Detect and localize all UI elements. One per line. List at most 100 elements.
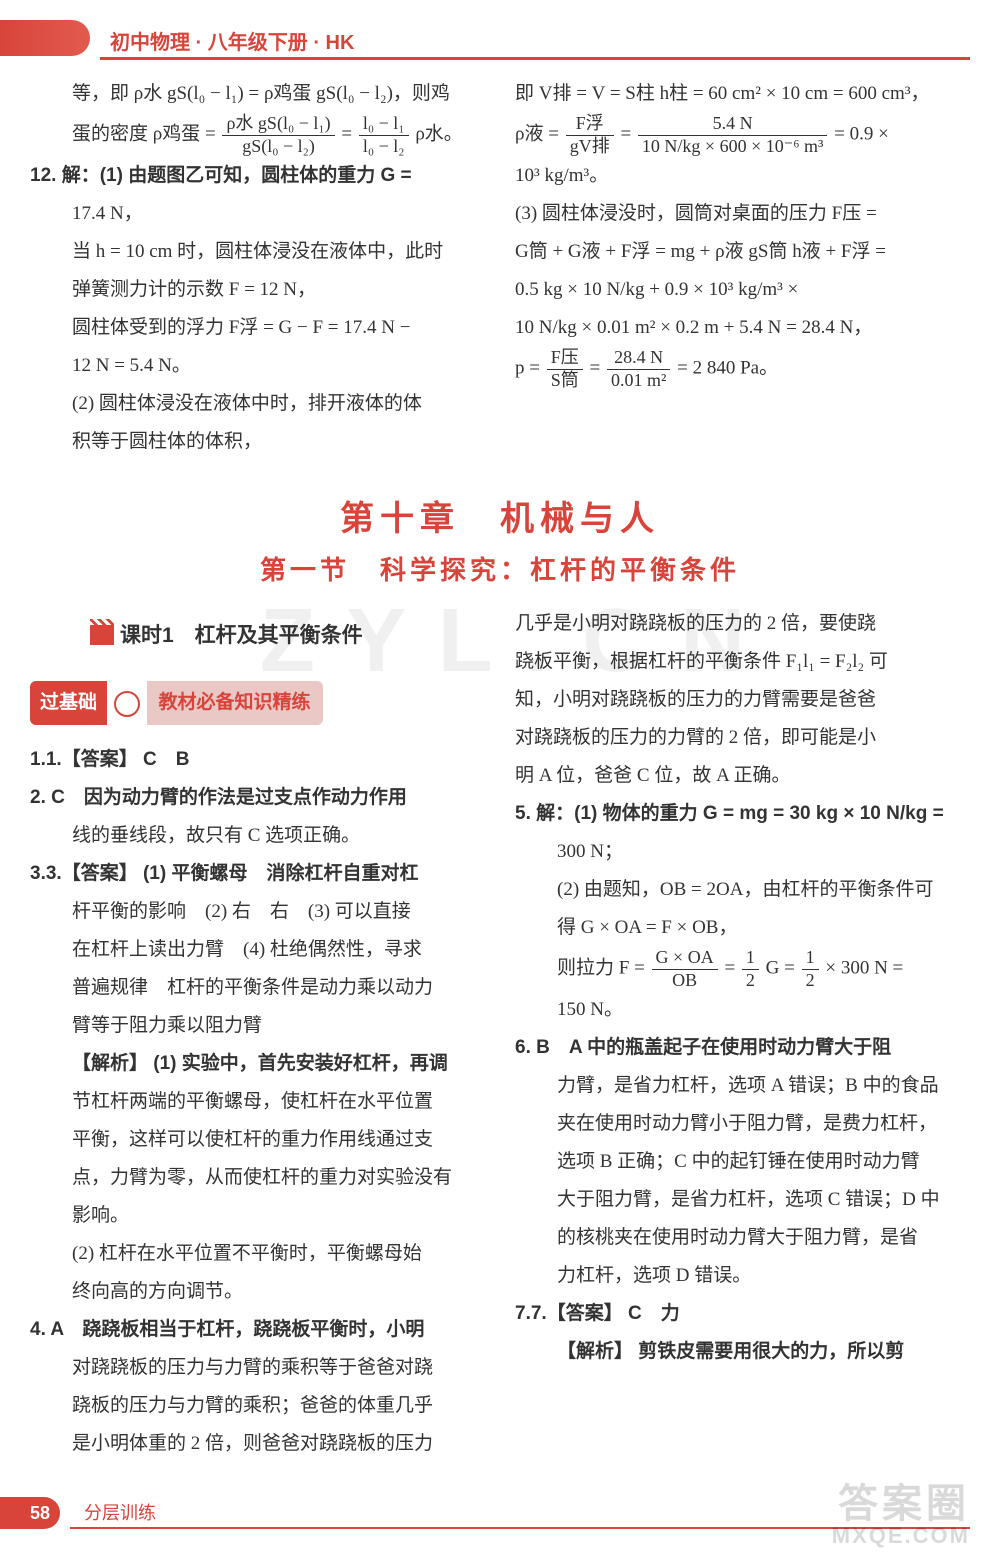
- lesson-label: 课时1 杠杆及其平衡条件: [120, 624, 363, 647]
- chapter-title: 第十章 机械与人: [30, 491, 970, 540]
- text-line: 弹簧测力计的示数 F = 12 N，: [72, 271, 485, 309]
- text: 则拉力 F =: [557, 958, 650, 979]
- page: 初中物理 · 八年级下册 · HK 等，即 ρ水 gS(l₀ − l₁) = ρ…: [0, 0, 1000, 1559]
- text-line: 等，即 ρ水 gS(l₀ − l₁) = ρ鸡蛋 gS(l₀ − l₂)，则鸡: [72, 75, 485, 113]
- text: = 0.9 ×: [834, 123, 889, 144]
- lower-left-col: 课时1 杠杆及其平衡条件 过基础 教材必备知识精练 1.1.【答案】 C B 2…: [30, 605, 485, 1463]
- numer: ρ水 gS(l₀ − l₁): [222, 113, 334, 136]
- fraction: ρ水 gS(l₀ − l₁)gS(l₀ − l₂): [222, 113, 334, 157]
- text-line: 臂等于阻力乘以阻力臂: [72, 1007, 485, 1045]
- numer: 5.4 N: [638, 113, 827, 136]
- text-line: 0.5 kg × 10 N/kg + 0.9 × 10³ kg/m³ ×: [515, 271, 970, 309]
- corner-logo: 答案圈: [838, 1471, 970, 1529]
- lesson-title: 课时1 杠杆及其平衡条件: [90, 615, 485, 657]
- fraction: 5.4 N10 N/kg × 600 × 10⁻⁶ m³: [638, 113, 827, 157]
- numer: 28.4 N: [607, 347, 670, 370]
- numer: 1: [802, 947, 819, 970]
- text-line: 明 A 位，爸爸 C 位，故 A 正确。: [515, 757, 970, 795]
- practice-label-1: 过基础: [30, 681, 107, 725]
- lower-columns: 课时1 杠杆及其平衡条件 过基础 教材必备知识精练 1.1.【答案】 C B 2…: [30, 605, 970, 1463]
- text-line: 几乎是小明对跷跷板的压力的 2 倍，要使跷: [515, 605, 970, 643]
- fraction: F压S筒: [547, 347, 583, 391]
- fraction: F浮gV排: [566, 113, 614, 157]
- text-line: 12 N = 5.4 N。: [72, 347, 485, 385]
- q-num: 3.: [30, 863, 46, 884]
- text: = 2 840 Pa。: [677, 358, 778, 379]
- denom: gS(l₀ − l₂): [222, 136, 334, 158]
- text-line: G筒 + G液 + F浮 = mg + ρ液 gS筒 h液 + F浮 =: [515, 233, 970, 271]
- ans-label: 3.【答案】 (1) 平衡螺母 消除杠杆自重对杠: [46, 863, 419, 884]
- text-line: 则拉力 F = G × OAOB = 12 G = 12 × 300 N =: [557, 947, 970, 991]
- text-line: 7.7.【答案】 C 力: [515, 1295, 970, 1333]
- ans-label: 【解析】 (1) 实验中，首先安装好杠杆，再调: [72, 1053, 448, 1074]
- text-line: 对跷跷板的压力与力臂的乘积等于爸爸对跷: [72, 1349, 485, 1387]
- ans-label: 7.【答案】 C 力: [531, 1303, 680, 1324]
- text: G =: [766, 958, 800, 979]
- text-line: 2. C 因为动力臂的作法是过支点作动力作用: [30, 779, 485, 817]
- text-line: 杆平衡的影响 (2) 右 右 (3) 可以直接: [72, 893, 485, 931]
- upper-left-col: 等，即 ρ水 gS(l₀ − l₁) = ρ鸡蛋 gS(l₀ − l₂)，则鸡 …: [30, 75, 485, 461]
- q-num: 5. 解：(1) 物体的重力 G = mg = 30 kg × 10 N/kg …: [515, 803, 944, 824]
- text-line: 跷板的压力与力臂的乘积；爸爸的体重几乎: [72, 1387, 485, 1425]
- text-line: 300 N；: [557, 833, 970, 871]
- text-line: 4. A 跷跷板相当于杠杆，跷跷板平衡时，小明: [30, 1311, 485, 1349]
- text-line: 150 N。: [557, 991, 970, 1029]
- text-line: 夹在使用时动力臂小于阻力臂，是费力杠杆，: [557, 1105, 970, 1143]
- text-line: 3.3.【答案】 (1) 平衡螺母 消除杠杆自重对杠: [30, 855, 485, 893]
- text-line: 【解析】 (1) 实验中，首先安装好杠杆，再调: [72, 1045, 485, 1083]
- text-line: 选项 B 正确；C 中的起钉锤在使用时动力臂: [557, 1143, 970, 1181]
- lower-right-col: 几乎是小明对跷跷板的压力的 2 倍，要使跷 跷板平衡，根据杠杆的平衡条件 F₁l…: [515, 605, 970, 1463]
- header-tab: [0, 20, 90, 56]
- text-line: (2) 杠杆在水平位置不平衡时，平衡螺母始: [72, 1235, 485, 1273]
- text-line: 大于阻力臂，是省力杠杆，选项 C 错误；D 中: [557, 1181, 970, 1219]
- text-line: 6. B A 中的瓶盖起子在使用时动力臂大于阻: [515, 1029, 970, 1067]
- denom: gV排: [566, 136, 614, 158]
- text-line: 线的垂线段，故只有 C 选项正确。: [72, 817, 485, 855]
- numer: F压: [547, 347, 583, 370]
- fraction: 12: [802, 947, 819, 991]
- ans-label: 【解析】 剪铁皮需要用很大的力؜，所以剪: [557, 1341, 904, 1362]
- text-line: 10 N/kg × 0.01 m² × 0.2 m + 5.4 N = 28.4…: [515, 309, 970, 347]
- text-line: (2) 圆柱体浸没在液体中时，排开液体的体: [72, 385, 485, 423]
- text-line: 对跷跷板的压力的力臂的 2 倍，即可能是小: [515, 719, 970, 757]
- corner-url: MXQE.COM: [832, 1523, 970, 1549]
- section-title: 第一节 科学探究：杠杆的平衡条件: [30, 550, 970, 587]
- upper-right-col: 即 V排 = V = S柱 h柱 = 60 cm² × 10 cm = 600 …: [515, 75, 970, 461]
- footer: 58 分层训练: [30, 1493, 970, 1529]
- practice-label-2: 教材必备知识精练: [147, 681, 323, 725]
- header-rule: [100, 57, 970, 60]
- q-num: 2. C 因为动力臂的作法是过支点作动力作用: [30, 787, 407, 808]
- text-line: 圆柱体受到的浮力 F浮 = G − F = 17.4 N −: [72, 309, 485, 347]
- text-line: 1.1.【答案】 C B: [30, 741, 485, 779]
- text-line: 17.4 N，: [72, 195, 485, 233]
- doc-icon: [114, 691, 140, 717]
- denom: 2: [742, 970, 759, 992]
- q-num: 7.: [515, 1303, 531, 1324]
- text-line: 节杠杆两端的平衡螺母，使杠杆在水平位置: [72, 1083, 485, 1121]
- text-line: ρ液 = F浮gV排 = 5.4 N10 N/kg × 600 × 10⁻⁶ m…: [515, 113, 970, 157]
- fraction: G × OAOB: [652, 947, 718, 991]
- numer: l₀ − l₁: [359, 113, 409, 136]
- page-number: 58: [0, 1497, 60, 1529]
- q-num: 12. 解：(1) 由题图乙可知，圆柱体的重力 G =: [30, 165, 412, 186]
- text-line: 终向高的方向调节。: [72, 1273, 485, 1311]
- text-line: 跷板平衡，根据杠杆的平衡条件 F₁l₁ = F₂l₂ 可: [515, 643, 970, 681]
- numer: F浮: [566, 113, 614, 136]
- text: =: [341, 123, 356, 144]
- numer: 1: [742, 947, 759, 970]
- denom: l₀ − l₂: [359, 136, 409, 158]
- text-line: p = F压S筒 = 28.4 N0.01 m² = 2 840 Pa。: [515, 347, 970, 391]
- text-line: 普遍规律 杠杆的平衡条件是动力乘以动力: [72, 969, 485, 1007]
- practice-bar: 过基础 教材必备知识精练: [30, 681, 323, 725]
- text-line: 点，力臂为零，从而使杠杆的重力对实验没有: [72, 1159, 485, 1197]
- text-line: (2) 由题知，OB = 2OA，由杠杆的平衡条件可: [557, 871, 970, 909]
- text-line: 影响。: [72, 1197, 485, 1235]
- q-num: 4. A 跷跷板相当于杠杆，跷跷板平衡时，小明: [30, 1319, 424, 1340]
- numer: G × OA: [652, 947, 718, 970]
- text-line: 力臂，是省力杠杆，选项 A 错误；B 中的食品: [557, 1067, 970, 1105]
- text: =: [620, 123, 635, 144]
- text-line: 当 h = 10 cm 时，圆柱体浸没在液体中，此时: [72, 233, 485, 271]
- text-line: (3) 圆柱体浸没时，圆筒对桌面的压力 F压 =: [515, 195, 970, 233]
- text-line: 即 V排 = V = S柱 h柱 = 60 cm² × 10 cm = 600 …: [515, 75, 970, 113]
- text-line: 是小明体重的 2 倍，则爸爸对跷跷板的压力: [72, 1425, 485, 1463]
